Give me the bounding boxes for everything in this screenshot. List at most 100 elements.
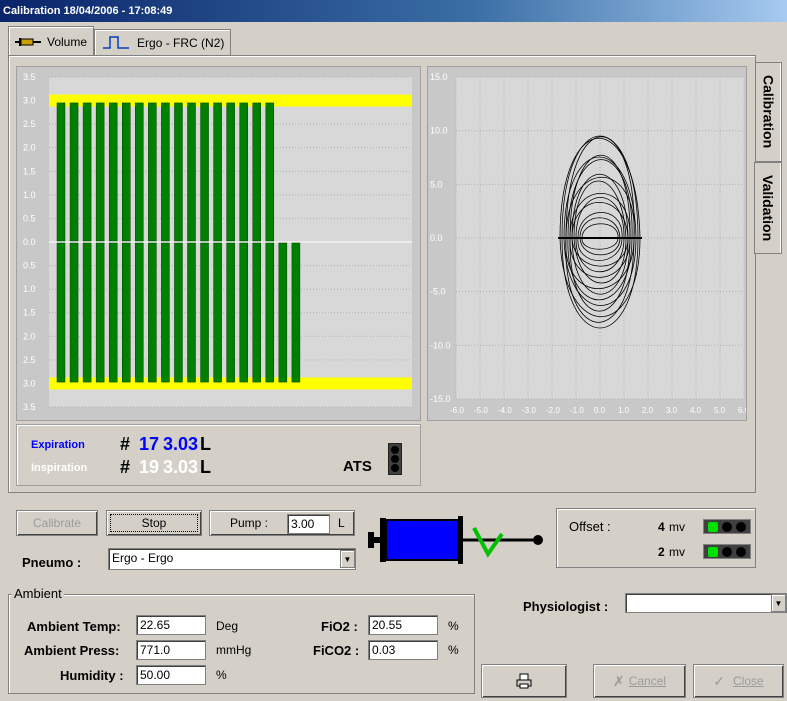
y-tick-label: 10.0 (430, 126, 448, 136)
expiration-value: 3.03 (163, 434, 199, 454)
pneumo-select[interactable]: Ergo - Ergo (108, 548, 356, 570)
main-frame (8, 55, 756, 493)
pump-label: Pump : (230, 516, 269, 530)
ats-label: ATS (343, 458, 372, 475)
physiologist-dropdown-arrow[interactable]: ▼ (771, 594, 786, 612)
print-button[interactable] (481, 664, 567, 698)
pump-syringe-graphic (368, 516, 543, 564)
y-tick-label: 1.5 (23, 166, 36, 176)
calibrate-button[interactable]: Calibrate (16, 510, 98, 536)
offset-led-4mv (703, 519, 751, 534)
inspiration-hash: # (120, 457, 131, 477)
inspiration-bar (174, 242, 183, 383)
y-tick-label: -5.0 (430, 287, 446, 297)
fio2-field[interactable]: 20.55 (368, 615, 438, 635)
led-on (708, 546, 718, 557)
fio2-label: FiO2 : (321, 619, 358, 634)
side-tabs: Calibration Validation (754, 62, 784, 254)
y-tick-label: 2.0 (23, 331, 36, 341)
volume-bar-chart: 3.5 3.0 2.5 2.0 1.5 1.0 0.5 0.0 0.5 1.0 1.5 2.0 2.5 3… (16, 66, 421, 421)
tab-volume-label: Volume (47, 34, 88, 49)
top-tabs: Volume Ergo - FRC (N2) (8, 26, 232, 56)
pneumo-select-value: Ergo - Ergo (112, 551, 174, 565)
inspiration-bar (187, 242, 196, 383)
tab-ergo-frc-label: Ergo - FRC (N2) (137, 36, 225, 50)
pump-panel: Pump : (209, 510, 355, 536)
inspiration-label: Inspiration (31, 462, 88, 474)
expiration-bar (187, 102, 196, 242)
checkmark-icon: ✓ (713, 672, 726, 689)
inspiration-bar (239, 242, 248, 383)
expiration-hash: # (120, 434, 131, 454)
ambient-group (8, 594, 475, 694)
inspiration-bar (265, 242, 275, 383)
expiration-bar (226, 102, 235, 242)
tab-calibration[interactable]: Calibration (756, 62, 782, 162)
ats-led (391, 463, 399, 472)
fio2-unit: % (448, 619, 459, 633)
x-tick-label: 4.0 (690, 406, 702, 415)
x-tick-label: -3.0 (522, 406, 536, 415)
cancel-button[interactable]: ✗ Cancel (593, 664, 686, 698)
y-tick-label: 15.0 (430, 72, 448, 82)
expiration-bar (122, 102, 131, 242)
ambient-press-label: Ambient Press: (24, 643, 120, 658)
inspiration-bar (56, 242, 66, 383)
tab-validation-label: Validation (760, 174, 776, 242)
inspiration-bar (135, 242, 144, 383)
printer-icon (516, 673, 532, 689)
humidity-label: Humidity : (60, 668, 124, 683)
physiologist-select[interactable] (625, 593, 787, 613)
inspiration-bar (213, 242, 222, 383)
offset-led-2mv (703, 544, 751, 559)
expiration-count: 17 (139, 434, 160, 454)
y-tick-label: 2.0 (23, 143, 36, 153)
expiration-bar (265, 102, 275, 242)
inspiration-bar (291, 242, 301, 383)
expiration-bar (148, 102, 157, 242)
x-tick-label: 3.0 (666, 406, 678, 415)
tab-ergo-frc[interactable]: Ergo - FRC (N2) (94, 29, 232, 56)
y-tick-label: 0.0 (430, 233, 443, 243)
expiration-bar (95, 102, 105, 242)
pneumo-label: Pneumo : (22, 555, 82, 570)
offset-value: 4 (658, 520, 665, 534)
pump-unit: L (338, 516, 345, 530)
flow-volume-loop-chart: -6.0 -5.0 -4.0 -3.0 -2.0 -1.0 0.0 1.0 2.0 3.0 4.0 5… (427, 66, 747, 421)
ambient-temp-field[interactable]: 22.65 (136, 615, 206, 635)
expiration-bar (56, 102, 66, 242)
y-tick-label: 3.5 (23, 72, 36, 82)
humidity-field[interactable]: 50.00 (136, 665, 206, 685)
inspiration-bar (148, 242, 157, 383)
close-button-label: Close (733, 674, 764, 688)
pneumo-dropdown-arrow[interactable]: ▼ (340, 550, 355, 568)
x-tick-label: 0.0 (594, 406, 606, 415)
pump-volume-field[interactable]: 3.00 (287, 514, 330, 534)
inspiration-bar (82, 242, 92, 383)
inspiration-bar (278, 242, 288, 383)
led-off (736, 521, 746, 532)
ambient-press-field[interactable]: 771.0 (136, 640, 206, 660)
stop-button[interactable]: Stop (106, 510, 202, 536)
y-tick-label: 5.0 (430, 179, 443, 189)
x-tick-label: 1.0 (618, 406, 630, 415)
led-off (722, 546, 732, 557)
ambient-temp-label: Ambient Temp: (27, 619, 121, 634)
x-tick-label: 5.0 (714, 406, 726, 415)
expiration-bar (239, 102, 248, 242)
offset-panel: Offset : 4 mv 2 mv (556, 508, 756, 568)
x-tick-label: -4.0 (498, 406, 512, 415)
expiration-unit: L (200, 434, 211, 454)
x-tick-label: -2.0 (546, 406, 560, 415)
volume-readout: Expiration Inspiration # 17 3.03 L # 19 … (16, 424, 421, 486)
ambient-title: Ambient (12, 586, 64, 601)
tab-volume[interactable]: Volume (8, 26, 95, 56)
tab-validation[interactable]: Validation (754, 162, 782, 254)
expiration-bar (161, 102, 170, 242)
expiration-bar (108, 102, 118, 242)
expiration-bar (174, 102, 183, 242)
syringe-icon (15, 37, 41, 46)
fico2-field[interactable]: 0.03 (368, 640, 438, 660)
inspiration-bar (69, 242, 79, 383)
close-button[interactable]: ✓ Close (693, 664, 784, 698)
